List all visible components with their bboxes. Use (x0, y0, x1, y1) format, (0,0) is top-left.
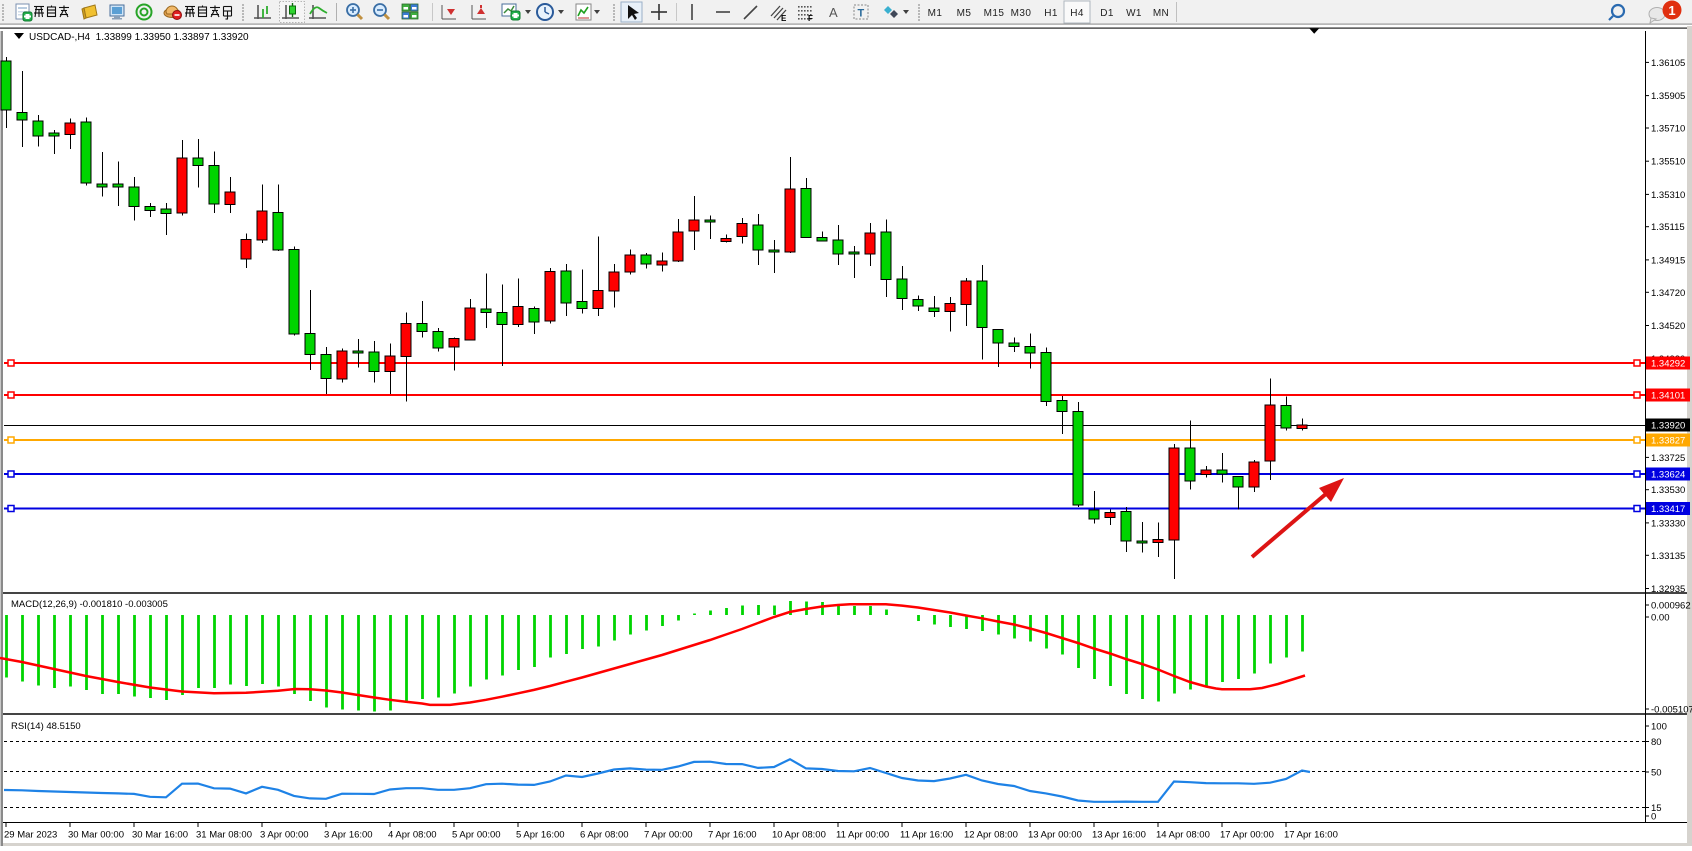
svg-text:RSI(14) 48.5150: RSI(14) 48.5150 (11, 721, 81, 732)
svg-text:M15: M15 (984, 8, 1005, 19)
svg-text:-0.005107: -0.005107 (1651, 705, 1692, 716)
svg-text:12 Apr 08:00: 12 Apr 08:00 (964, 830, 1018, 841)
svg-text:E: E (781, 14, 787, 23)
svg-text:100: 100 (1651, 722, 1667, 733)
svg-text:7 Apr 00:00: 7 Apr 00:00 (644, 830, 693, 841)
svg-text:3 Apr 00:00: 3 Apr 00:00 (260, 830, 309, 841)
svg-text:13 Apr 16:00: 13 Apr 16:00 (1092, 830, 1146, 841)
svg-text:1.33624: 1.33624 (1651, 470, 1685, 481)
svg-text:T: T (858, 8, 865, 20)
svg-text:1.35905: 1.35905 (1651, 91, 1685, 102)
svg-text:1.35310: 1.35310 (1651, 190, 1685, 201)
svg-text:1.34101: 1.34101 (1651, 391, 1685, 402)
svg-text:M30: M30 (1011, 8, 1032, 19)
svg-text:7 Apr 16:00: 7 Apr 16:00 (708, 830, 757, 841)
svg-text:17 Apr 16:00: 17 Apr 16:00 (1284, 830, 1338, 841)
svg-text:1.33725: 1.33725 (1651, 453, 1685, 464)
svg-text:1.34520: 1.34520 (1651, 321, 1685, 332)
svg-text:14 Apr 08:00: 14 Apr 08:00 (1156, 830, 1210, 841)
svg-text:1.36105: 1.36105 (1651, 58, 1685, 69)
svg-text:13 Apr 00:00: 13 Apr 00:00 (1028, 830, 1082, 841)
svg-text:0.00: 0.00 (1651, 613, 1670, 624)
svg-text:M5: M5 (957, 8, 972, 19)
svg-text:17 Apr 00:00: 17 Apr 00:00 (1220, 830, 1274, 841)
svg-text:1.33330: 1.33330 (1651, 518, 1685, 529)
svg-text:1.34720: 1.34720 (1651, 288, 1685, 299)
svg-text:30 Mar 00:00: 30 Mar 00:00 (68, 830, 124, 841)
svg-text:1.33417: 1.33417 (1651, 504, 1685, 515)
svg-text:1.34915: 1.34915 (1651, 255, 1685, 266)
svg-text:1.33920: 1.33920 (1651, 421, 1685, 432)
svg-text:6 Apr 08:00: 6 Apr 08:00 (580, 830, 629, 841)
svg-text:29 Mar 2023: 29 Mar 2023 (4, 830, 57, 841)
svg-text:11 Apr 16:00: 11 Apr 16:00 (900, 830, 953, 841)
svg-text:0: 0 (1651, 812, 1656, 823)
svg-text:1.35510: 1.35510 (1651, 157, 1685, 168)
svg-text:USDCAD-,H4 1.33899 1.33950 1.: USDCAD-,H4 1.33899 1.33950 1.33897 1.339… (29, 32, 249, 43)
svg-text:1.33135: 1.33135 (1651, 551, 1685, 562)
svg-text:5 Apr 16:00: 5 Apr 16:00 (516, 830, 565, 841)
svg-text:15: 15 (1651, 803, 1662, 814)
svg-text:31 Mar 08:00: 31 Mar 08:00 (196, 830, 252, 841)
svg-text:1.33530: 1.33530 (1651, 485, 1685, 496)
svg-text:10 Apr 08:00: 10 Apr 08:00 (772, 830, 826, 841)
svg-text:1.35710: 1.35710 (1651, 124, 1685, 135)
svg-text:1: 1 (1668, 3, 1675, 18)
svg-text:0.000962: 0.000962 (1651, 601, 1691, 612)
svg-text:F: F (808, 14, 813, 23)
svg-text:1.32935: 1.32935 (1651, 584, 1685, 595)
svg-text:4 Apr 08:00: 4 Apr 08:00 (388, 830, 437, 841)
svg-text:W1: W1 (1126, 8, 1142, 19)
svg-text:50: 50 (1651, 768, 1662, 779)
svg-text:MACD(12,26,9) -0.001810 -0.003: MACD(12,26,9) -0.001810 -0.003005 (11, 599, 168, 610)
svg-text:3 Apr 16:00: 3 Apr 16:00 (324, 830, 373, 841)
svg-text:H4: H4 (1070, 8, 1084, 19)
svg-text:D1: D1 (1100, 8, 1114, 19)
svg-text:H1: H1 (1044, 8, 1058, 19)
svg-text:1.34292: 1.34292 (1651, 359, 1685, 370)
svg-text:30 Mar 16:00: 30 Mar 16:00 (132, 830, 188, 841)
svg-text:80: 80 (1651, 737, 1662, 748)
svg-text:1.33827: 1.33827 (1651, 436, 1685, 447)
svg-text:5 Apr 00:00: 5 Apr 00:00 (452, 830, 501, 841)
svg-text:M1: M1 (928, 8, 943, 19)
svg-text:11 Apr 00:00: 11 Apr 00:00 (836, 830, 889, 841)
svg-text:1.35115: 1.35115 (1651, 222, 1685, 233)
svg-text:MN: MN (1153, 8, 1169, 19)
svg-text:A: A (829, 5, 838, 20)
